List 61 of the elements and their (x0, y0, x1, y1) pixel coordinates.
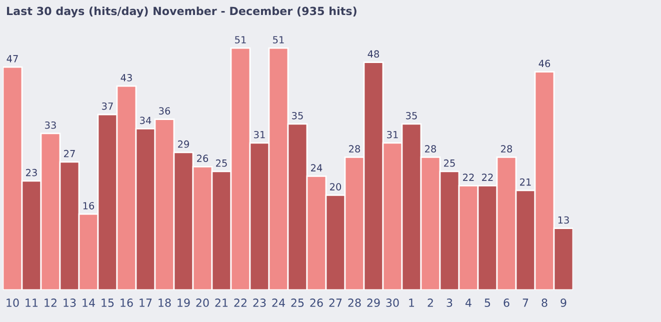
data-label: 24 (311, 164, 322, 172)
data-label: 33 (45, 121, 56, 129)
x-tick-label: 20 (196, 298, 209, 307)
data-label: 29 (178, 140, 189, 148)
x-tick-label: 14 (82, 298, 95, 307)
data-label: 13 (558, 216, 569, 224)
data-label: 34 (140, 116, 152, 124)
data-label: 35 (406, 112, 417, 120)
x-tick-label: 2 (428, 298, 433, 307)
data-label: 35 (292, 112, 303, 120)
data-label: 26 (197, 154, 208, 162)
data-label: 20 (330, 183, 342, 190)
data-label: 16 (83, 202, 94, 210)
x-tick-label: 17 (140, 298, 152, 307)
x-tick-label: 12 (44, 298, 56, 307)
x-tick-label: 8 (542, 298, 548, 307)
x-tick-label: 30 (386, 298, 399, 307)
data-label: 28 (425, 145, 436, 153)
data-label: 25 (216, 159, 227, 167)
data-label: 22 (463, 174, 474, 181)
data-label: 23 (26, 168, 37, 176)
data-label: 43 (120, 74, 132, 82)
x-tick-label: 10 (6, 298, 19, 307)
data-label: 37 (102, 102, 113, 110)
x-tick-label: 16 (120, 298, 133, 307)
x-tick-label: 9 (560, 298, 566, 307)
x-tick-label: 15 (102, 298, 114, 307)
data-label: 28 (501, 145, 512, 153)
x-tick-label: 27 (329, 298, 342, 307)
x-tick-label: 6 (504, 298, 510, 307)
x-tick-label: 19 (178, 298, 190, 307)
x-tick-label: 1 (409, 298, 414, 307)
x-tick-label: 29 (367, 298, 380, 307)
x-tick-label: 5 (484, 298, 490, 307)
x-tick-label: 25 (291, 298, 304, 307)
data-label: 28 (349, 145, 360, 153)
data-label: 47 (6, 55, 18, 62)
x-tick-label: 28 (348, 298, 361, 307)
x-tick-label: 21 (215, 298, 228, 307)
data-label: 36 (159, 107, 170, 115)
x-tick-label: 26 (310, 298, 323, 307)
x-tick-label: 7 (522, 298, 528, 307)
x-tick-label: 22 (234, 298, 246, 307)
x-tick-label: 3 (446, 298, 452, 307)
data-label: 27 (64, 150, 75, 158)
data-label: 48 (368, 50, 380, 58)
x-tick-label: 4 (466, 298, 472, 307)
data-label: 22 (482, 174, 493, 181)
x-tick-label: 13 (64, 298, 76, 307)
data-label: 25 (444, 159, 455, 167)
data-label: 31 (254, 130, 265, 138)
x-tick-label: 11 (26, 298, 38, 307)
chart-title: Last 30 days (hits/day) November - December (935 hits) (7, 6, 356, 18)
data-label: 21 (520, 178, 531, 186)
data-label: 46 (538, 60, 550, 68)
data-label: 51 (235, 36, 246, 44)
data-label: 31 (387, 130, 398, 138)
x-tick-label: 18 (158, 298, 171, 307)
data-label: 51 (273, 36, 284, 44)
x-tick-label: 23 (253, 298, 266, 307)
x-tick-label: 24 (272, 298, 285, 307)
